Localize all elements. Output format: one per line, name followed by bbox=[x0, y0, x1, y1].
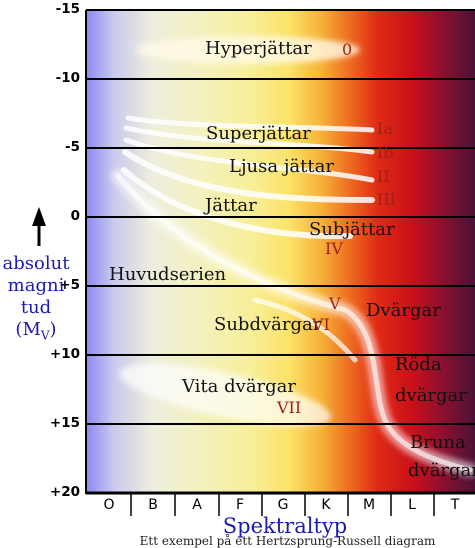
y-axis-title-sub: V bbox=[40, 328, 50, 343]
spectral-tick-f: F bbox=[235, 497, 245, 513]
class-ib: Ib bbox=[377, 143, 394, 162]
label-dvargar: Dvärgar bbox=[366, 300, 441, 321]
arrow-up-icon bbox=[32, 207, 46, 246]
y-axis-title-line1: absolut bbox=[2, 253, 70, 274]
class-vi: VI bbox=[312, 315, 330, 334]
y-axis-title-line3: tud bbox=[20, 297, 52, 318]
y-tick-plus10: +10 bbox=[49, 346, 80, 362]
figure-caption: Ett exempel på ett Hertzsprung-Russell d… bbox=[139, 534, 436, 548]
y-tick-minus5: -5 bbox=[65, 139, 80, 155]
class-vii: VII bbox=[277, 398, 302, 417]
y-axis-title-m: (M bbox=[15, 319, 41, 340]
magnitude-gridlines bbox=[86, 9, 475, 425]
y-tick-plus5: +5 bbox=[59, 277, 80, 293]
track-iii bbox=[122, 149, 375, 203]
label-vita-dvargar: Vita dvärgar bbox=[182, 376, 297, 397]
class-ia: Ia bbox=[377, 119, 393, 138]
class-0: 0 bbox=[342, 40, 353, 59]
class-iv: IV bbox=[325, 239, 343, 258]
y-axis-title-close: ) bbox=[49, 319, 57, 340]
label-subjattar: Subjättar bbox=[309, 219, 395, 240]
track-iv bbox=[121, 167, 353, 240]
y-axis-title-line4: (MV) bbox=[0, 319, 72, 347]
class-iii: III bbox=[377, 190, 396, 209]
label-superjattar: Superjättar bbox=[206, 123, 311, 144]
spectral-tick-m: M bbox=[362, 497, 376, 513]
label-bruna-dvargar-1: Bruna bbox=[410, 432, 466, 453]
label-jattar: Jättar bbox=[205, 195, 257, 216]
hypergiant-band bbox=[136, 36, 360, 64]
y-tick-minus10: -10 bbox=[55, 70, 80, 86]
x-axis-title: Spektraltyp bbox=[222, 514, 348, 538]
y-tick-plus15: +15 bbox=[49, 415, 80, 431]
class-v: V bbox=[329, 294, 341, 313]
y-tick-0: 0 bbox=[70, 208, 80, 224]
label-bruna-dvargar-2: dvärgar bbox=[408, 460, 475, 481]
label-roda-dvargar-2: dvärgar bbox=[395, 385, 467, 406]
spectral-tick-b: B bbox=[148, 497, 158, 513]
spectral-tick-k: K bbox=[321, 497, 331, 513]
track-ia bbox=[125, 115, 375, 133]
spectral-separators bbox=[130, 494, 435, 516]
white-dwarf-region bbox=[119, 363, 331, 427]
spectral-tick-t: T bbox=[450, 497, 460, 513]
spectral-tick-a: A bbox=[192, 497, 202, 513]
spectral-tick-g: G bbox=[277, 497, 289, 513]
label-huvudserien: Huvudserien bbox=[109, 264, 227, 285]
y-axis-title-line2: magni bbox=[7, 275, 65, 296]
spectral-tick-l: L bbox=[408, 497, 416, 513]
label-subdvargar: Subdvärgar bbox=[214, 314, 322, 335]
label-ljusa-jattar: Ljusa jättar bbox=[229, 156, 334, 177]
label-roda-dvargar-1: Röda bbox=[395, 354, 442, 375]
main-sequence-core bbox=[115, 173, 473, 473]
class-ii: II bbox=[377, 167, 390, 186]
y-tick-plus20: +20 bbox=[49, 484, 80, 500]
y-axis-title: absolut magni tud (MV) bbox=[0, 253, 72, 347]
y-tick-minus15: -15 bbox=[55, 1, 80, 17]
label-hyperjattar: Hyperjättar bbox=[205, 38, 312, 59]
spectral-tick-o: O bbox=[103, 497, 115, 513]
subdwarf-track bbox=[252, 297, 358, 363]
